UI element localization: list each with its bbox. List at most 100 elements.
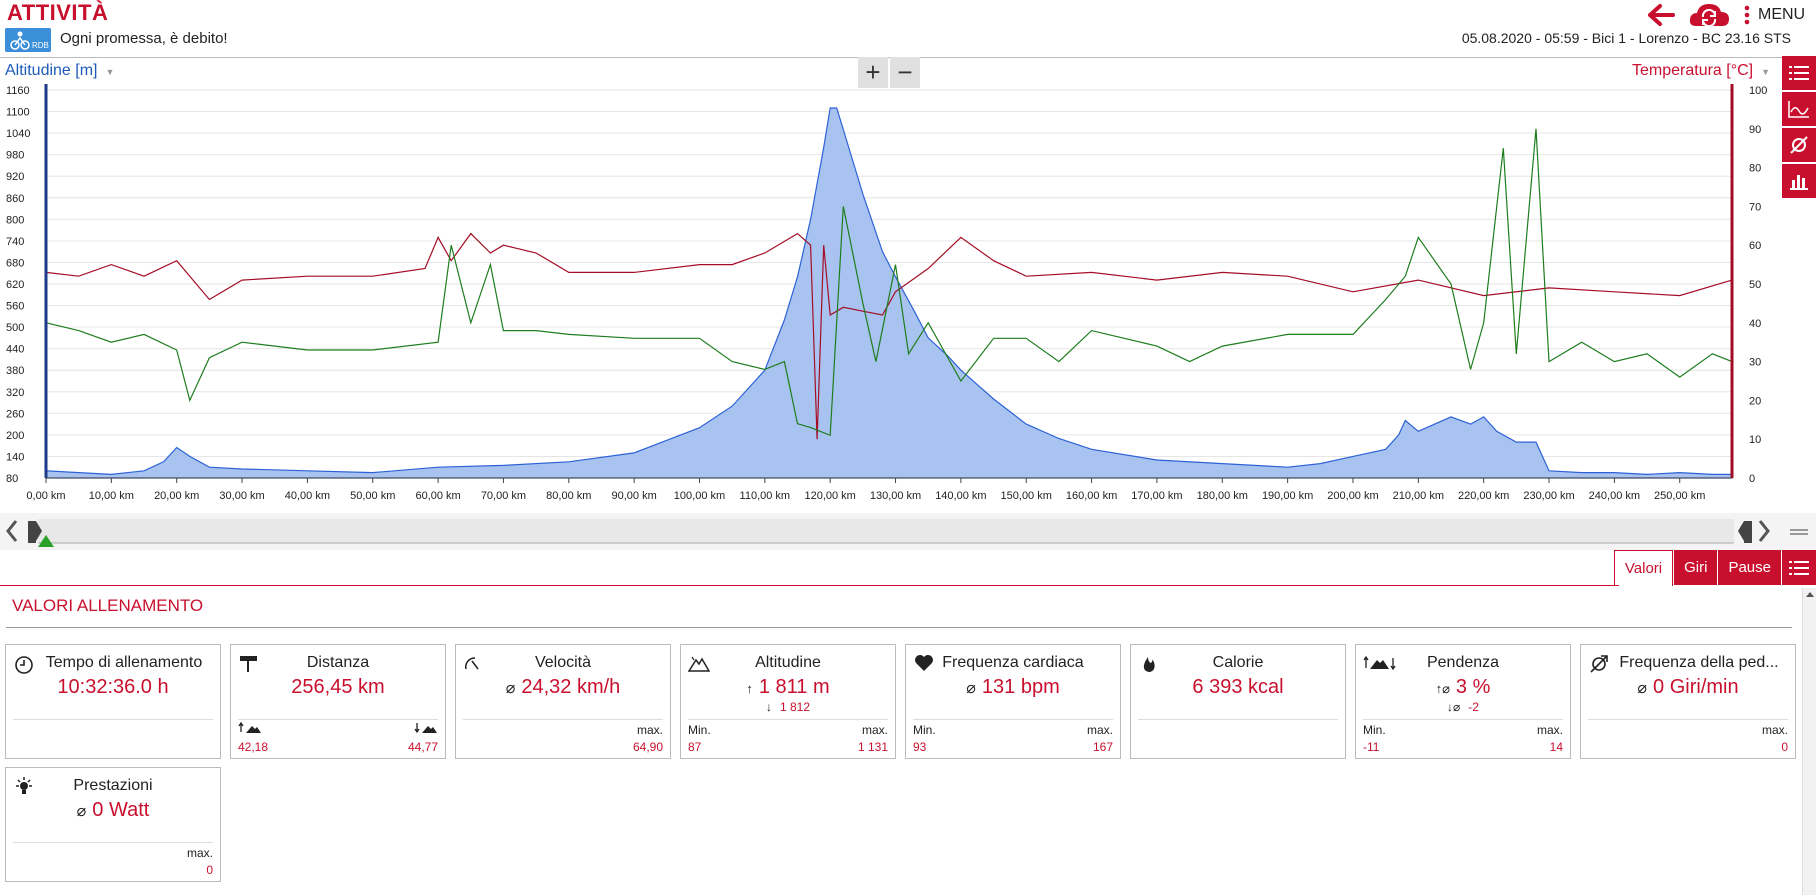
x-tick-label: 150,00 km (1001, 490, 1052, 502)
y-left-tick-label: 680 (6, 257, 24, 269)
y-right-tick-label: 50 (1749, 279, 1761, 291)
x-tick-label: 70,00 km (481, 490, 526, 502)
card-value: 24,32 km/h (521, 676, 621, 698)
activity-chart[interactable]: 1160110010409809208608007406806205605004… (0, 76, 1780, 513)
back-arrow-icon[interactable] (1646, 2, 1676, 28)
card-altitudine: Altitudine ↑ 1 811 m ↓ 1 812 Min. max. 87 … (680, 644, 896, 759)
card-value: 3 % (1455, 676, 1491, 698)
zoom-out-button[interactable]: − (890, 57, 920, 88)
list-view-button[interactable] (1782, 56, 1816, 90)
tab-giri[interactable]: Giri (1673, 550, 1718, 585)
scrollbar[interactable] (1802, 588, 1816, 895)
altitude-area (45, 107, 1733, 479)
min-label: Min. (913, 723, 936, 737)
range-grip-icon[interactable] (1790, 529, 1808, 535)
max-value: 14 (1549, 740, 1563, 754)
tab-valori[interactable]: Valori (1613, 550, 1674, 586)
x-tick-label: 40,00 km (285, 490, 330, 502)
min-value: -11 (1363, 740, 1380, 754)
uphill-distance: 42,18 (238, 740, 269, 754)
max-value: 64,90 (632, 740, 663, 754)
y-right-tick-label: 10 (1749, 434, 1761, 446)
y-left-tick-label: 620 (6, 279, 24, 291)
y-right-tick-label: 30 (1749, 357, 1761, 369)
cadence-icon (1590, 655, 1608, 673)
x-tick-label: 80,00 km (546, 490, 591, 502)
average-icon: ⌀ (966, 680, 976, 697)
tab-pause[interactable]: Pause (1717, 550, 1781, 585)
max-label: max. (636, 723, 663, 737)
right-axis-select[interactable]: Temperatura [°C] ▼ (1632, 62, 1770, 80)
card-pendenza: Pendenza ↑⌀ 3 % ↓⌀ -2 Min. max. -11 14 (1355, 644, 1571, 759)
red-series-line (45, 232, 1733, 440)
menu-button[interactable]: MENU (1744, 4, 1805, 26)
max-label: max. (861, 723, 888, 737)
y-left-tick-label: 560 (6, 301, 24, 313)
max-value: 1 131 (857, 740, 888, 754)
y-right-tick-label: 20 (1749, 395, 1761, 407)
chevron-down-icon: ▼ (105, 67, 115, 77)
y-left-tick-label: 1040 (6, 128, 30, 140)
y-right-tick-label: 90 (1749, 124, 1761, 136)
y-left-tick-label: 1100 (6, 107, 30, 119)
scroll-up-icon[interactable] (1803, 588, 1816, 602)
speedometer-icon (465, 657, 479, 670)
slope-icon (1363, 655, 1396, 671)
downhill-icon (414, 723, 437, 734)
uphill-icon: ↑ (746, 681, 753, 696)
y-left-tick-label: 140 (6, 451, 24, 463)
x-tick-label: 160,00 km (1066, 490, 1117, 502)
clock-icon (15, 656, 33, 674)
mountain-icon (688, 656, 710, 672)
average-button[interactable] (1782, 128, 1816, 162)
x-tick-label: 220,00 km (1458, 490, 1509, 502)
cloud-sync-icon[interactable] (1688, 1, 1730, 29)
left-axis-select[interactable]: Altitudine [m] ▼ (5, 62, 114, 80)
average-icon: ⌀ (505, 680, 516, 697)
y-left-tick-label: 920 (6, 171, 24, 183)
card-prestazioni: Prestazioni ⌀ 0 Watt max. 0 (5, 767, 221, 882)
x-tick-label: 100,00 km (674, 490, 725, 502)
tabs-list-button[interactable] (1781, 550, 1816, 585)
max-label: max. (186, 846, 213, 860)
x-tick-label: 120,00 km (804, 490, 855, 502)
bar-chart-icon (1790, 175, 1808, 190)
card-value: 6 393 kcal (1192, 676, 1284, 698)
average-icon: ⌀ (76, 803, 87, 820)
card-title: Pendenza (1426, 654, 1500, 671)
y-left-tick-label: 260 (6, 408, 24, 420)
zoom-in-button[interactable]: + (858, 57, 888, 88)
max-value: 0 (206, 863, 213, 877)
bar-chart-button[interactable] (1782, 164, 1816, 198)
x-tick-label: 230,00 km (1523, 490, 1574, 502)
green-series (45, 128, 1733, 437)
descent-value: 1 812 (779, 700, 811, 714)
line-chart-button[interactable] (1782, 92, 1816, 126)
scroll-left-icon[interactable] (6, 520, 18, 542)
chart-axes: 1160110010409809208608007406806205605004… (6, 84, 1767, 502)
y-right-tick-label: 0 (1749, 473, 1755, 485)
section-title: VALORI ALLENAMENTO (12, 596, 204, 615)
range-slider[interactable] (0, 513, 1816, 550)
range-end-handle[interactable] (1738, 521, 1752, 543)
min-label: Min. (688, 723, 711, 737)
x-tick-label: 170,00 km (1131, 490, 1182, 502)
range-start-handle[interactable] (28, 521, 54, 547)
x-tick-label: 110,00 km (740, 490, 791, 502)
y-left-tick-label: 1160 (6, 85, 30, 97)
chevron-down-icon: ▼ (1761, 67, 1771, 77)
y-left-tick-label: 500 (6, 322, 24, 334)
x-tick-label: 240,00 km (1589, 490, 1640, 502)
card-value: 256,45 km (291, 676, 385, 698)
uphill-icon (238, 722, 261, 733)
card-velocita: Velocità ⌀ 24,32 km/h max. 64,90 (455, 644, 671, 759)
card-frequenza-cardiaca: Frequenza cardiaca ⌀ 131 bpm Min. max. 93… (905, 644, 1121, 759)
scroll-right-icon[interactable] (1758, 520, 1770, 542)
card-cadenza: Frequenza della ped... ⌀ 0 Giri/min max. … (1580, 644, 1796, 759)
min-value: 93 (913, 740, 927, 754)
logo-text: RDB (32, 41, 49, 50)
card-calorie: Calorie 6 393 kcal (1130, 644, 1346, 759)
card-title: Distanza (306, 654, 370, 671)
y-right-tick-label: 60 (1749, 240, 1761, 252)
card-title: Velocità (534, 654, 592, 671)
